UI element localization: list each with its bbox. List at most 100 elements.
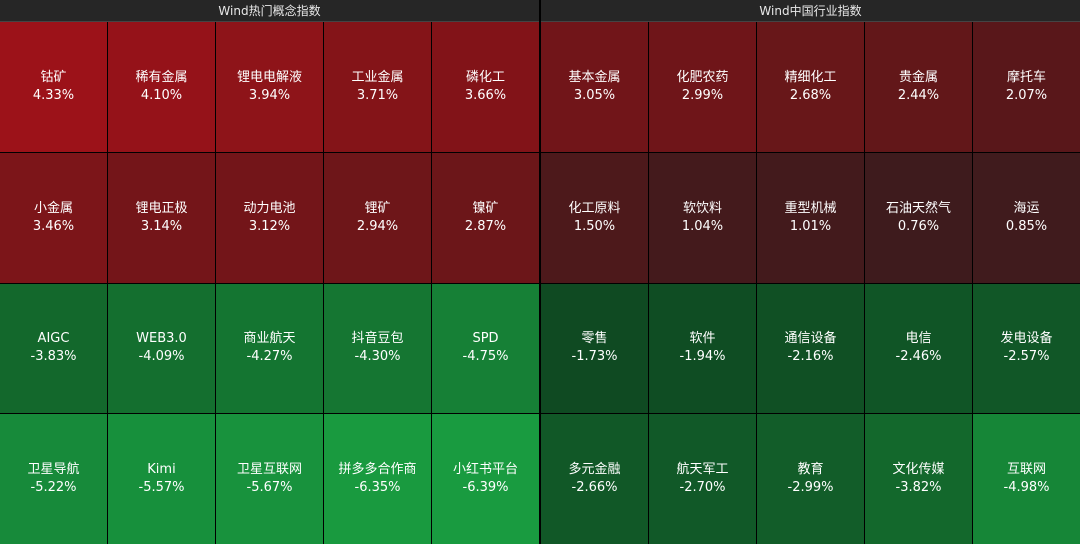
tile-name: 发电设备 [1000,331,1053,347]
heatmap-tile[interactable]: 软件 -1.94% [649,283,756,414]
tile-change-percent: -1.94% [679,349,726,365]
tile-change-percent: -2.57% [1003,349,1050,365]
tile-name: 航天军工 [676,462,729,478]
tile-change-percent: 1.01% [789,218,832,234]
tile-name: 商业航天 [243,331,296,347]
tile-name: SPD [472,331,499,347]
tile-change-percent: 3.14% [140,218,183,234]
heatmap-tile[interactable]: 互联网 -4.98% [973,414,1080,544]
heatmap-tile[interactable]: 卫星导航 -5.22% [0,414,107,544]
tile-name: 通信设备 [784,331,837,347]
tile-name: 卫星互联网 [236,462,302,478]
heatmap-tile[interactable]: 电信 -2.46% [865,283,972,414]
heatmap-tile[interactable]: 航天军工 -2.70% [649,414,756,544]
heatmap-tile[interactable]: 锂电电解液 3.94% [216,22,323,152]
panel-title: Wind中国行业指数 [541,0,1080,22]
heatmap-tile[interactable]: 稀有金属 4.10% [108,22,215,152]
heatmap-tile[interactable]: 锂电正极 3.14% [108,152,215,283]
tile-change-percent: 3.12% [248,218,291,234]
tile-change-percent: -2.16% [787,349,834,365]
tile-change-percent: -4.98% [1003,480,1050,496]
tile-name: 摩托车 [1006,69,1046,85]
tile-name: 磷化工 [465,69,505,85]
heatmap-tile[interactable]: 卫星互联网 -5.67% [216,414,323,544]
heatmap-tile[interactable]: 动力电池 3.12% [216,152,323,283]
heatmap-tile[interactable]: 贵金属 2.44% [865,22,972,152]
heatmap-tile[interactable]: 基本金属 3.05% [541,22,648,152]
tile-name: 石油天然气 [885,200,951,216]
tile-name: 海运 [1013,200,1040,216]
tile-name: WEB3.0 [136,331,187,347]
tile-name: 基本金属 [568,69,621,85]
tile-change-percent: 1.50% [573,218,616,234]
heatmap-tile[interactable]: 发电设备 -2.57% [973,283,1080,414]
heatmap-tile[interactable]: 锂矿 2.94% [324,152,431,283]
heatmap-tile[interactable]: 摩托车 2.07% [973,22,1080,152]
heatmap-tile[interactable]: 教育 -2.99% [757,414,864,544]
heatmap-tile[interactable]: 化肥农药 2.99% [649,22,756,152]
concept-index-grid: 钴矿 4.33% 稀有金属 4.10% 锂电电解液 3.94% 工业金属 3.71% 磷化工 3.… [0,22,539,544]
heatmap-tile[interactable]: 抖音豆包 -4.30% [324,283,431,414]
tile-change-percent: 2.94% [356,218,399,234]
heatmap-tile[interactable]: 镍矿 2.87% [432,152,539,283]
tile-change-percent: -2.99% [787,480,834,496]
tile-change-percent: -4.09% [138,349,185,365]
heatmap-tile[interactable]: 软饮料 1.04% [649,152,756,283]
heatmap-tile[interactable]: SPD -4.75% [432,283,539,414]
heatmap-tile[interactable]: 化工原料 1.50% [541,152,648,283]
tile-name: 零售 [581,331,608,347]
tile-change-percent: -1.73% [571,349,618,365]
tile-name: 卫星导航 [27,462,80,478]
tile-name: AIGC [37,331,70,347]
heatmap-tile[interactable]: 工业金属 3.71% [324,22,431,152]
heatmap-tile[interactable]: 商业航天 -4.27% [216,283,323,414]
tile-change-percent: 4.10% [140,87,183,103]
tile-change-percent: 3.46% [32,218,75,234]
tile-name: 重型机械 [784,200,837,216]
tile-change-percent: -6.39% [462,480,509,496]
tile-change-percent: 3.05% [573,87,616,103]
tile-change-percent: -2.46% [895,349,942,365]
tile-change-percent: 2.68% [789,87,832,103]
tile-name: 化工原料 [568,200,621,216]
heatmap-tile[interactable]: 石油天然气 0.76% [865,152,972,283]
heatmap-tile[interactable]: 精细化工 2.68% [757,22,864,152]
tile-name: Kimi [147,462,176,478]
heatmap-tile[interactable]: 磷化工 3.66% [432,22,539,152]
heatmap-tile[interactable]: 文化传媒 -3.82% [865,414,972,544]
heatmap-tile[interactable]: 通信设备 -2.16% [757,283,864,414]
heatmap-tile[interactable]: Kimi -5.57% [108,414,215,544]
industry-index-grid: 基本金属 3.05% 化肥农药 2.99% 精细化工 2.68% 贵金属 2.44% 摩托车 2.… [541,22,1080,544]
tile-name: 小金属 [33,200,73,216]
tile-name: 镍矿 [472,200,499,216]
tile-name: 稀有金属 [135,69,188,85]
heatmap-tile[interactable]: 多元金融 -2.66% [541,414,648,544]
heatmap-tile[interactable]: AIGC -3.83% [0,283,107,414]
tile-change-percent: -6.35% [354,480,401,496]
tile-change-percent: 4.33% [32,87,75,103]
heatmap-tile[interactable]: 小金属 3.46% [0,152,107,283]
heatmap-tile[interactable]: 重型机械 1.01% [757,152,864,283]
tile-name: 文化传媒 [892,462,945,478]
heatmap-tile[interactable]: 零售 -1.73% [541,283,648,414]
heatmap-tile[interactable]: 海运 0.85% [973,152,1080,283]
heatmap-tile[interactable]: 小红书平台 -6.39% [432,414,539,544]
heatmap-tile[interactable]: WEB3.0 -4.09% [108,283,215,414]
panel-title: Wind热门概念指数 [0,0,539,22]
heatmap-tile[interactable]: 钴矿 4.33% [0,22,107,152]
tile-name: 多元金融 [568,462,621,478]
tile-name: 锂矿 [364,200,391,216]
tile-name: 钴矿 [40,69,67,85]
tile-change-percent: 0.85% [1005,218,1048,234]
tile-name: 电信 [905,331,932,347]
tile-change-percent: 3.94% [248,87,291,103]
tile-change-percent: -4.75% [462,349,509,365]
tile-change-percent: -3.82% [895,480,942,496]
heatmap-tile[interactable]: 拼多多合作商 -6.35% [324,414,431,544]
tile-name: 锂电正极 [135,200,188,216]
tile-name: 软饮料 [682,200,722,216]
tile-change-percent: 2.99% [681,87,724,103]
tile-change-percent: 1.04% [681,218,724,234]
tile-name: 教育 [797,462,824,478]
